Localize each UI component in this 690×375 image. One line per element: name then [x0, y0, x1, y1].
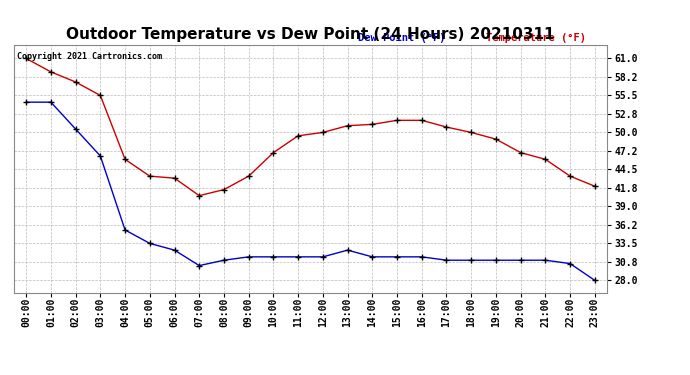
Text: Dew Point (°F): Dew Point (°F) — [358, 33, 446, 42]
Text: Temperature (°F): Temperature (°F) — [486, 33, 586, 42]
Title: Outdoor Temperature vs Dew Point (24 Hours) 20210311: Outdoor Temperature vs Dew Point (24 Hou… — [66, 27, 555, 42]
Text: Copyright 2021 Cartronics.com: Copyright 2021 Cartronics.com — [17, 53, 161, 62]
